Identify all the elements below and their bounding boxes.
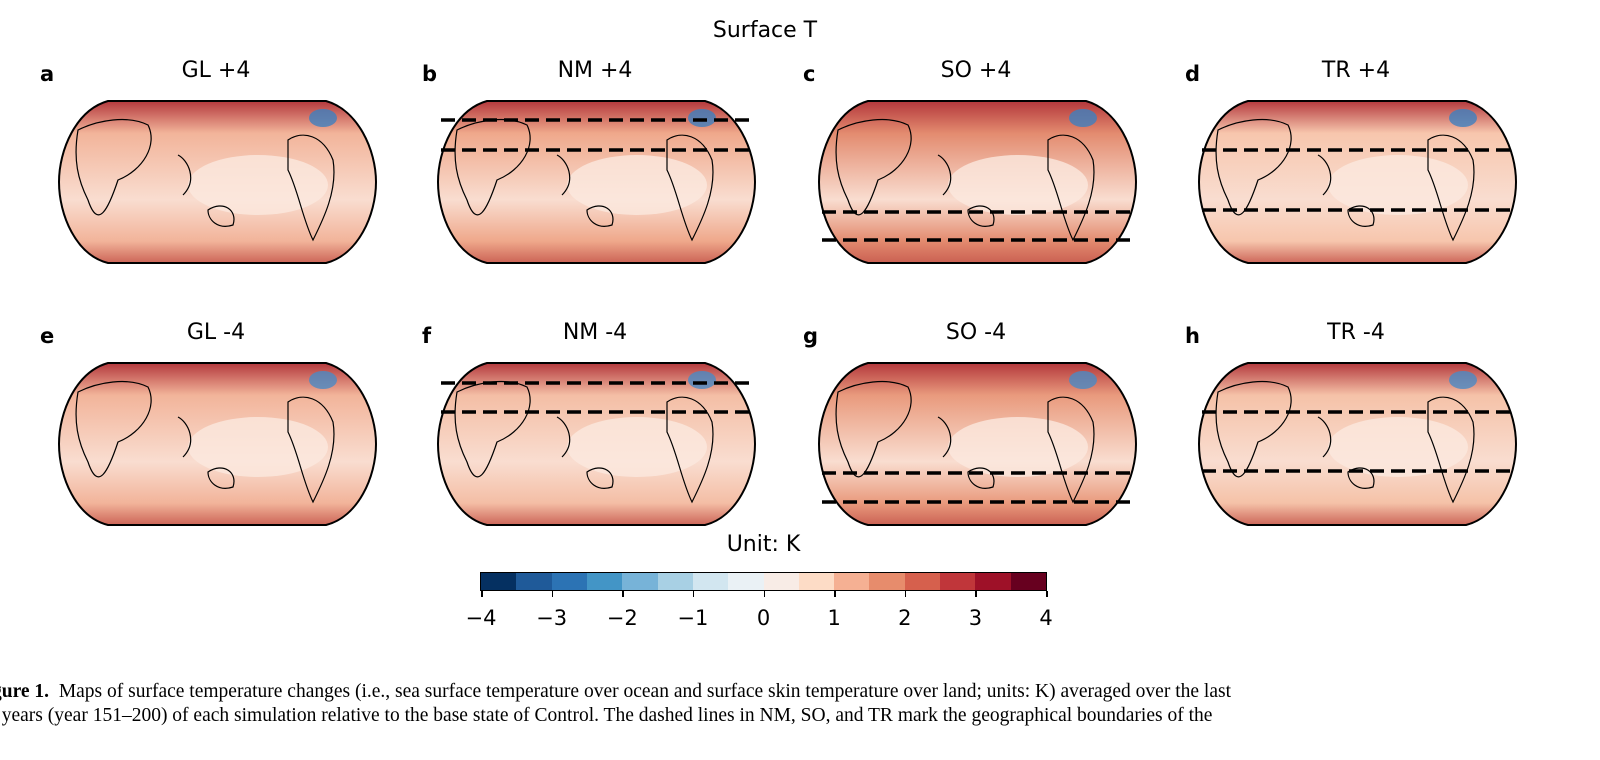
map-panel <box>818 100 1138 264</box>
colorbar-bin <box>975 573 1011 590</box>
map-panel <box>58 362 378 526</box>
colorbar-tick-label: 2 <box>898 606 912 630</box>
panel-title: NM +4 <box>557 58 633 83</box>
colorbar-bin <box>586 573 623 590</box>
panel-label: e <box>40 324 55 348</box>
colorbar-bin <box>904 573 941 590</box>
figure-caption: gure 1. Maps of surface temperature chan… <box>0 680 1600 728</box>
colorbar-bin <box>869 573 905 590</box>
colorbar-tick-mark <box>551 591 554 597</box>
colorbar-bin <box>834 573 870 590</box>
colorbar-tick-mark <box>622 591 624 597</box>
colorbar-tick-label: 0 <box>756 606 771 630</box>
colorbar-bin <box>763 573 799 590</box>
coastline <box>454 119 714 242</box>
colorbar-tick-label: −1 <box>677 606 709 630</box>
panel-label: a <box>40 62 55 86</box>
figure-suptitle: Surface T <box>712 18 818 43</box>
colorbar-label: Unit: K <box>726 532 801 557</box>
colorbar-bin <box>728 573 764 590</box>
colorbar-tick-mark <box>834 591 836 597</box>
map-panel <box>1198 362 1518 526</box>
coastline <box>835 381 1095 504</box>
colorbar-bin <box>622 573 658 590</box>
panel-title: SO +4 <box>940 58 1012 83</box>
map-panel <box>58 100 378 264</box>
map-panel <box>818 362 1138 526</box>
colorbar-bin <box>692 573 729 590</box>
colorbar-bin <box>798 573 835 590</box>
panel-title: NM -4 <box>562 320 628 345</box>
panel-label: g <box>803 324 819 348</box>
colorbar-bin <box>940 573 976 590</box>
panel-label: f <box>422 324 432 348</box>
colorbar-tick-label: 1 <box>827 606 841 630</box>
caption-line-1: Maps of surface temperature changes (i.e… <box>58 681 1231 702</box>
caption-line-2: years (year 151–200) of each simulation … <box>1 705 1213 726</box>
panel-title: SO -4 <box>945 320 1007 345</box>
panel-label: c <box>803 62 816 86</box>
panel-label: d <box>1185 62 1201 86</box>
colorbar-tick-label: 3 <box>968 606 983 630</box>
colorbar-tick-label: −4 <box>465 606 497 630</box>
panel-title: TR +4 <box>1321 58 1391 83</box>
map-panel <box>1198 100 1518 264</box>
colorbar-tick-mark <box>1046 591 1048 597</box>
colorbar-tick-mark <box>481 591 483 597</box>
colorbar <box>480 572 1047 591</box>
colorbar-bin <box>551 573 587 590</box>
coastline <box>75 119 335 242</box>
panel-title: GL +4 <box>181 58 251 83</box>
map-panel <box>437 362 757 526</box>
coastline <box>1215 119 1475 242</box>
colorbar-bin <box>1010 573 1046 590</box>
coastline <box>75 381 335 504</box>
colorbar-bin <box>481 573 517 590</box>
colorbar-tick-label: −3 <box>536 606 568 630</box>
panel-label: b <box>422 62 438 86</box>
colorbar-bin <box>657 573 693 590</box>
colorbar-tick-label: 4 <box>1039 606 1053 630</box>
colorbar-bin <box>516 573 552 590</box>
panel-label: h <box>1185 324 1200 348</box>
panel-title: TR -4 <box>1327 320 1385 345</box>
caption-lead: gure 1. <box>0 681 50 702</box>
map-panel <box>437 100 757 264</box>
colorbar-tick-mark <box>763 591 765 597</box>
coastline <box>835 119 1095 242</box>
coastline <box>454 381 714 504</box>
colorbar-tick-mark <box>904 591 907 597</box>
panel-title: GL -4 <box>186 320 246 345</box>
colorbar-tick-label: −2 <box>606 606 638 630</box>
coastline <box>1215 381 1475 504</box>
colorbar-tick-mark <box>692 591 695 597</box>
colorbar-tick-mark <box>975 591 977 597</box>
